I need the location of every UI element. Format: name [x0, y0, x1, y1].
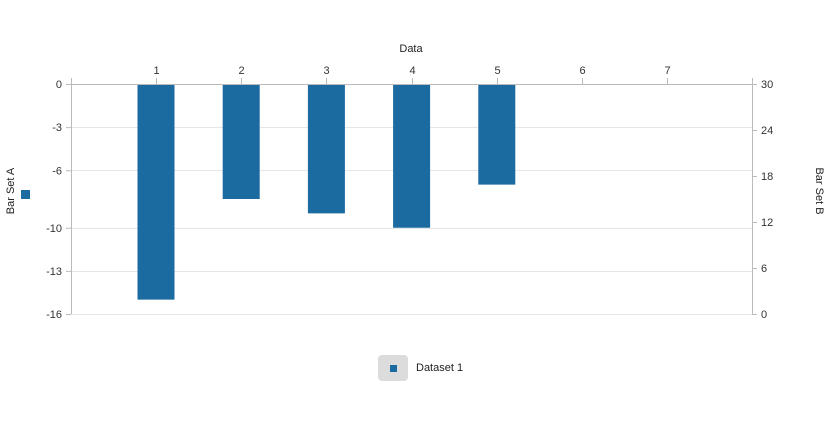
legend: Dataset 1 [378, 355, 463, 381]
right-tick-label: 6 [761, 263, 767, 275]
right-y-axis-title: Bar Set B [813, 167, 825, 214]
legend-label-dataset-1: Dataset 1 [416, 362, 464, 374]
square-swatch-icon [389, 364, 397, 372]
x-tick-label: 3 [323, 65, 329, 77]
left-tick-label: -6 [52, 165, 62, 177]
right-tick-label: 30 [761, 79, 773, 91]
left-axis-series-marker [21, 190, 30, 199]
x-axis-title: Data [399, 43, 423, 55]
legend-toggle-dataset-1[interactable] [378, 355, 408, 381]
bar [307, 84, 345, 214]
bars [137, 84, 516, 300]
left-y-axis-title: Bar Set A [5, 167, 17, 214]
x-tick-label: 5 [494, 65, 500, 77]
x-tick-label: 2 [238, 65, 244, 77]
right-tick-label: 24 [761, 125, 773, 137]
right-tick-label: 0 [761, 309, 767, 321]
left-tick-label: -10 [46, 223, 62, 235]
bar [137, 84, 175, 300]
x-tick-label: 1 [153, 65, 159, 77]
right-tick-label: 12 [761, 217, 773, 229]
bar [222, 84, 260, 199]
left-tick-label: 0 [56, 79, 62, 91]
right-tick-label: 18 [761, 171, 773, 183]
bar [478, 84, 516, 185]
x-tick-label: 4 [409, 65, 415, 77]
left-tick-label: -16 [46, 309, 62, 321]
left-tick-label: -3 [52, 122, 62, 134]
x-tick-label: 6 [579, 65, 585, 77]
bar [393, 84, 431, 228]
left-tick-label: -13 [46, 266, 62, 278]
x-tick-label: 7 [664, 65, 670, 77]
